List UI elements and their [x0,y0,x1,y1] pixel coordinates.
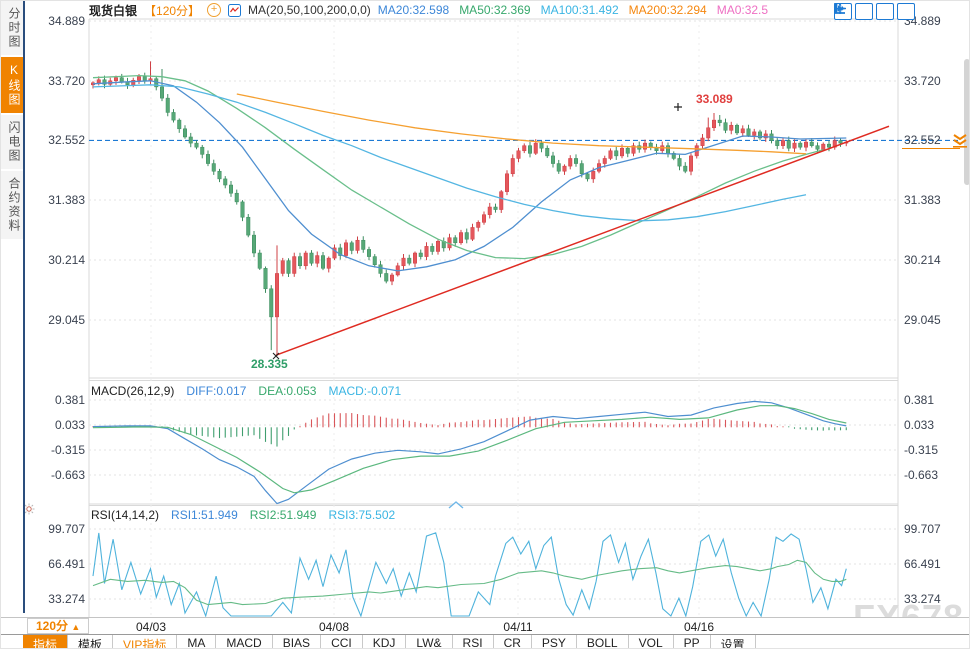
macd-title: MACD(26,12,9) [91,384,175,398]
date-label: 04/16 [683,620,715,634]
pan-right-tool-icon[interactable] [835,3,915,20]
toolbar-tab-VIP指标[interactable]: VIP指标 [113,635,178,648]
current-price-underline [902,148,960,149]
axis-play-tool-icon[interactable] [834,3,894,20]
date-axis-row: 04/03 04/08 04/11 04/16 [1,617,969,635]
macd-value-label: DIFF:0.017 [186,384,247,398]
rsi-axis-left-label: 66.491 [48,557,85,571]
ma-value-label: MA0:32.5 [716,3,769,17]
add-indicator-icon[interactable]: + [207,3,222,17]
toolbar-tab-LW&[interactable]: LW& [406,635,453,648]
instrument-name: 现货白银 [89,3,138,18]
macd-axis-left-label: -0.663 [50,468,85,482]
ma-value-label: MA50:32.369 [459,3,531,17]
right-scrollbar[interactable] [964,59,969,185]
price-axis-left-label: 34.889 [48,14,85,28]
price-axis-left-label: 30.214 [48,253,85,267]
toolbar-tab-BIAS[interactable]: BIAS [273,635,322,648]
price-axis-right-label: 29.045 [904,313,941,327]
toolbar-tab-MA[interactable]: MA [177,635,217,648]
price-axis-left-label: 31.383 [48,193,85,207]
indicator-settings-icon[interactable] [23,503,35,515]
macd-axis-left-label: 0.381 [54,393,85,407]
period-selector-button[interactable]: 120分 ▲ [27,618,90,634]
price-axis-left-label: 33.720 [48,74,85,88]
macd-axis-right-label: 0.381 [904,393,935,407]
price-axis-right-label: 33.720 [904,74,941,88]
rsi-axis-right-label: 99.707 [904,522,941,536]
toolbar-tab-BOLL[interactable]: BOLL [577,635,629,648]
chart-header: 现货白银 【120分】 + MA(20,50,100,200,0,0) MA20… [89,2,768,18]
macd-value-label: MACD:-0.071 [328,384,402,398]
period-label: 【120分】 [144,3,201,18]
sidebar-item-闪电图[interactable]: 闪电图 [1,115,23,169]
price-axis-right-label: 32.552 [904,133,941,147]
toolbar-tab-CCI[interactable]: CCI [321,635,363,648]
macd-value-label: DEA:0.053 [258,384,317,398]
price-axis-left-label: 32.552 [48,133,85,147]
axis-scale-tool-icon[interactable] [834,3,873,20]
ma-value-label: MA100:31.492 [540,3,619,17]
rsi-value-label: RSI1:51.949 [171,508,238,522]
toolbar-tab-CR[interactable]: CR [494,635,532,648]
price-axis-right-label: 30.214 [904,253,941,267]
macd-axis-left-label: -0.315 [50,443,85,457]
toolbar-tab-MACD[interactable]: MACD [216,635,273,648]
date-label: 04/08 [318,620,350,634]
rsi-axis-left-label: 99.707 [48,522,85,536]
toolbar-tab-设置[interactable]: 设置 [711,635,756,648]
sidebar-item-合约资料[interactable]: 合约资料 [1,171,23,239]
toolbar-tab-PP[interactable]: PP [674,635,711,648]
ma-value-label: MA20:32.598 [377,3,450,17]
low-price-annotation: 28.335 [251,357,288,371]
rsi-axis-right-label: 33.274 [904,592,941,606]
toolbar-tab-PSY[interactable]: PSY [532,635,577,648]
sidebar-item-分时图[interactable]: 分时图 [1,1,23,55]
rsi-value-label: RSI2:51.949 [249,508,317,522]
toolbar-tab-RSI[interactable]: RSI [453,635,494,648]
date-label: 04/11 [503,620,533,634]
macd-axis-left-label: 0.033 [54,418,85,432]
rsi-axis-left-label: 33.274 [48,592,85,606]
ma-values: MA20:32.598 MA50:32.369 MA100:31.492 MA200:… [378,3,768,17]
macd-axis-right-label: -0.663 [904,468,939,482]
toolbar-tab-KDJ[interactable]: KDJ [363,635,407,648]
macd-axis-right-label: 0.033 [904,418,935,432]
toolbar-tab-模板[interactable]: 模板 [68,635,114,648]
toolbar-tab-指标[interactable]: 指标 [23,635,69,648]
price-axis-left-label: 29.045 [48,313,85,327]
macd-header: MACD(26,12,9) DIFF:0.017 DEA:0.053 MACD:-0… [91,384,401,398]
high-price-annotation: 33.089 [696,92,733,106]
sidebar-item-K线图[interactable]: K线图 [1,57,23,113]
rsi-title: RSI(14,14,2) [91,508,160,522]
ma-value-label: MA200:32.294 [628,3,707,17]
date-label: 04/03 [135,620,167,634]
macd-axis-right-label: -0.315 [904,443,939,457]
price-axis-right-label: 31.383 [904,193,941,207]
toolbar-tab-VOL[interactable]: VOL [629,635,674,648]
chart-style-icon[interactable] [228,3,242,17]
collapse-panel-icon[interactable] [447,500,465,509]
rsi-value-label: RSI3:75.502 [328,508,396,522]
ma-formula: MA(20,50,100,200,0,0) [248,3,371,17]
rsi-axis-right-label: 66.491 [904,557,941,571]
chart-tools [834,3,915,20]
rsi-header: RSI(14,14,2) RSI1:51.949 RSI2:51.949 RSI3:… [91,508,395,522]
chart-type-sidebar: 分时图 K线图 闪电图 合约资料 [1,1,25,613]
current-price-marker-icon [953,134,967,148]
indicator-toolbar: 指标 模板 VIP指标 MA MACD BIAS CCI KDJ LW& RSI CR PSY BOLL… [1,634,969,648]
